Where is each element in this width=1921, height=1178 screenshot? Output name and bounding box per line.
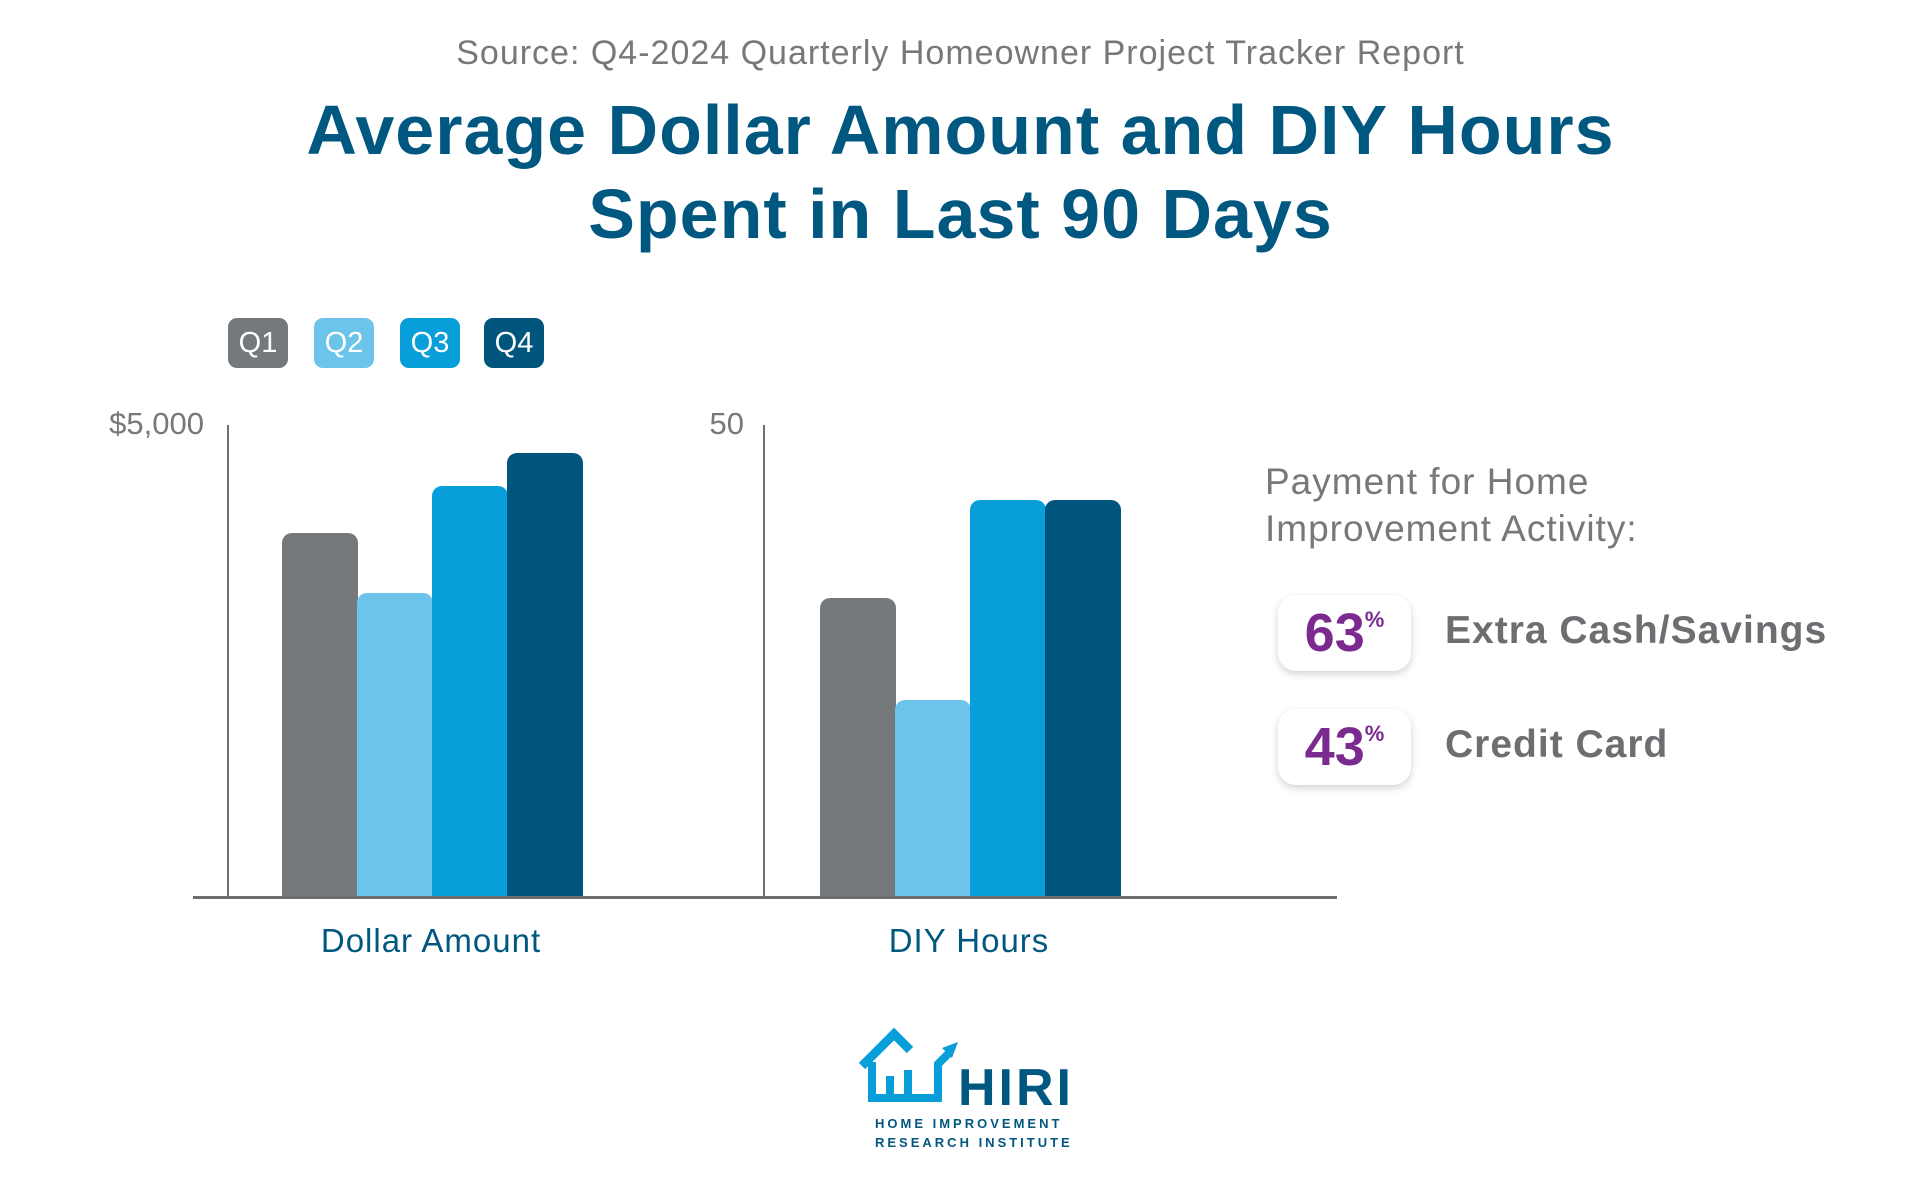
logo-wordmark: HIRI [958,1059,1074,1117]
bar-hours-q1 [820,597,896,896]
bar-dollar-q4 [507,453,583,896]
legend-q4: Q4 [484,318,544,368]
logo-subtitle-1: HOME IMPROVEMENT [875,1116,1063,1131]
bar-dollar-q1 [282,532,358,896]
bar-dollar-q2 [357,593,433,896]
stat-label-cash: Extra Cash/Savings [1445,609,1828,652]
y-axis-dollar [227,425,229,897]
y-tick-hours-max: 50 [709,406,744,441]
legend-q1: Q1 [228,318,288,368]
x-label-hours: DIY Hours [888,922,1050,959]
y-axis-hours [763,425,765,897]
legend-q2: Q2 [314,318,374,368]
title-line-2: Spent in Last 90 Days [588,175,1333,253]
payment-heading-line-2: Improvement Activity: [1265,508,1638,549]
chart-title: Average Dollar Amount and DIY Hours Spen… [0,88,1921,256]
x-axis-line [193,896,1337,899]
stat-unit: % [1364,607,1385,632]
logo-subtitle-2: RESEARCH INSTITUTE [875,1135,1073,1150]
legend-q3: Q3 [400,318,460,368]
source-note: Source: Q4-2024 Quarterly Homeowner Proj… [456,34,1465,72]
stat-value: 63 [1304,603,1365,663]
payment-heading-line-1: Payment for Home [1265,461,1590,502]
house-chart-logo-icon [858,1027,958,1102]
stat-unit: % [1364,721,1385,746]
bar-hours-q4 [1045,499,1121,896]
stat-value: 43 [1304,717,1365,777]
bar-hours-q3 [970,499,1046,896]
y-tick-dollar-max: $5,000 [109,406,204,441]
payment-heading: Payment for Home Improvement Activity: [1265,458,1638,552]
x-label-dollar: Dollar Amount [320,922,542,959]
stat-pill-credit: 43% [1278,709,1411,785]
stat-pill-cash: 63% [1278,595,1411,671]
stat-label-credit: Credit Card [1445,723,1669,766]
bar-dollar-q3 [432,485,508,896]
title-line-1: Average Dollar Amount and DIY Hours [306,91,1615,169]
bar-hours-q2 [895,700,971,896]
